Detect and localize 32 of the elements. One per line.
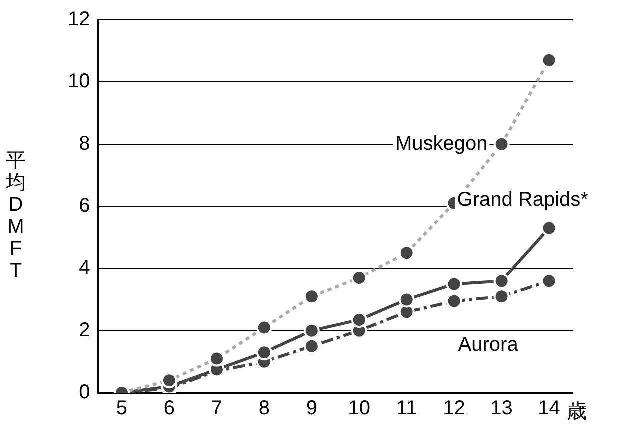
- x-tick-label: 5: [116, 398, 128, 420]
- point: [541, 273, 558, 290]
- x-tick-label: 9: [306, 398, 318, 420]
- point: [446, 293, 462, 310]
- point: [256, 344, 272, 361]
- y-axis-title: 平均DMFT: [5, 150, 27, 282]
- y-tick-label: 4: [79, 257, 90, 280]
- series-label: Muskegon: [396, 132, 488, 155]
- point: [494, 288, 510, 305]
- x-tick-label: 11: [396, 398, 418, 420]
- point: [398, 292, 415, 308]
- x-tick-label: 7: [211, 398, 222, 420]
- x-tick-label: 6: [164, 398, 176, 420]
- y-tick-label: 2: [79, 319, 90, 342]
- series-label: Grand Rapids*: [457, 188, 589, 211]
- point: [304, 338, 320, 354]
- point: [541, 220, 558, 236]
- y-tick-label: 0: [79, 382, 90, 404]
- point: [494, 273, 510, 290]
- y-tick-label: 10: [68, 70, 90, 93]
- point: [446, 276, 462, 292]
- x-axis-title: 歳: [567, 400, 587, 425]
- x-tick-label: 10: [348, 398, 370, 420]
- y-tick-label: 12: [68, 8, 90, 31]
- x-tick-label: 12: [443, 398, 466, 420]
- series-label: Aurora: [458, 334, 520, 356]
- x-tick-label: 14: [538, 398, 560, 420]
- point: [304, 322, 320, 339]
- y-tick-label: 8: [79, 132, 90, 155]
- x-tick-label: 13: [490, 398, 513, 420]
- x-tick-label: 8: [258, 398, 270, 420]
- y-tick-label: 6: [79, 195, 90, 218]
